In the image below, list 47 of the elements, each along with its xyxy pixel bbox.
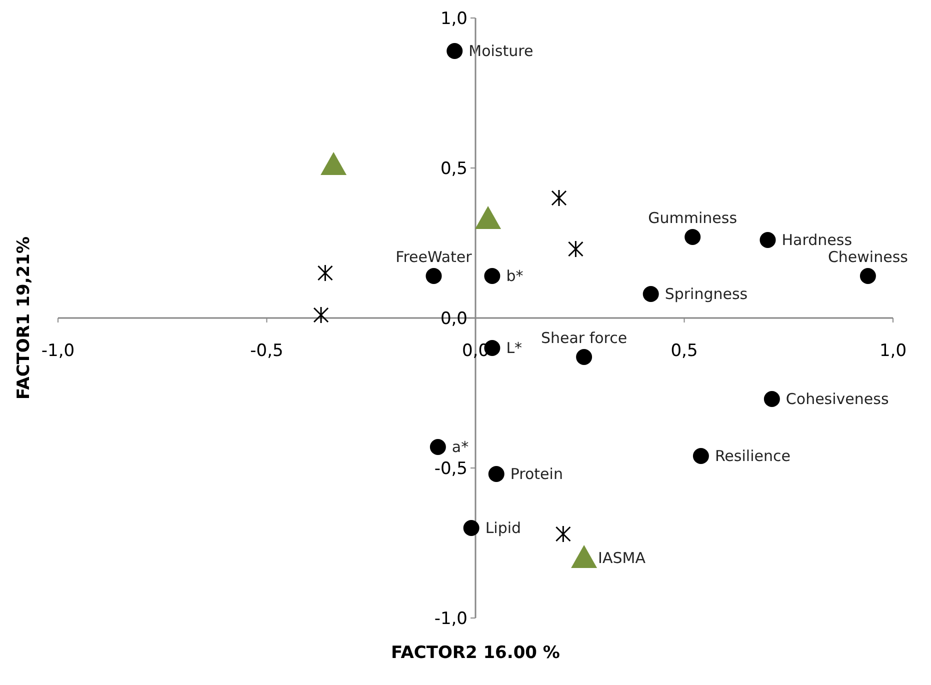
annotation: IASMA — [598, 549, 646, 567]
annotation: Resilience — [714, 447, 790, 465]
point — [313, 306, 329, 324]
y-tick-label: 1,0 — [440, 9, 468, 29]
point — [568, 240, 584, 258]
y-tick-label: -0,5 — [434, 459, 468, 479]
annotation: Hardness — [782, 231, 852, 249]
point — [463, 520, 480, 536]
point — [320, 152, 347, 175]
point — [488, 466, 504, 482]
point — [475, 206, 502, 229]
point — [571, 545, 598, 568]
annotation: Moisture — [468, 42, 534, 60]
point — [576, 349, 592, 365]
annotation: Shear force — [540, 329, 628, 347]
x-tick-label: -1,0 — [41, 341, 75, 361]
point — [642, 286, 659, 302]
y-tick-label: 0,5 — [440, 159, 468, 179]
point — [684, 229, 701, 245]
x-tick-label: -0,5 — [250, 341, 284, 361]
annotation: L* — [506, 339, 523, 357]
annotation: Cohesiveness — [786, 390, 889, 408]
point — [692, 448, 709, 464]
y-tick-label: 0,0 — [440, 309, 468, 329]
point — [430, 439, 446, 455]
y-axis-title: FACTOR1 19,21% — [14, 236, 34, 400]
point — [484, 268, 500, 284]
annotation: Protein — [510, 465, 563, 483]
point — [555, 525, 571, 543]
annotation: FreeWater — [396, 248, 473, 266]
x-tick-label: 1,0 — [879, 341, 907, 361]
point — [426, 268, 442, 284]
point — [860, 268, 876, 284]
point — [764, 391, 780, 407]
annotation: a* — [452, 438, 470, 456]
x-axis-title: FACTOR2 16.00 % — [391, 643, 560, 663]
annotation: b* — [506, 267, 524, 285]
point — [760, 232, 776, 248]
annotation: Gumminess — [648, 209, 738, 227]
annotation: Lipid — [485, 519, 522, 537]
x-tick-label: 0,5 — [670, 341, 698, 361]
point — [446, 43, 463, 59]
point — [551, 189, 567, 207]
annotation: Springness — [664, 285, 748, 303]
point — [317, 264, 333, 282]
y-tick-label: -1,0 — [434, 609, 468, 629]
annotation: Chewiness — [828, 248, 908, 266]
